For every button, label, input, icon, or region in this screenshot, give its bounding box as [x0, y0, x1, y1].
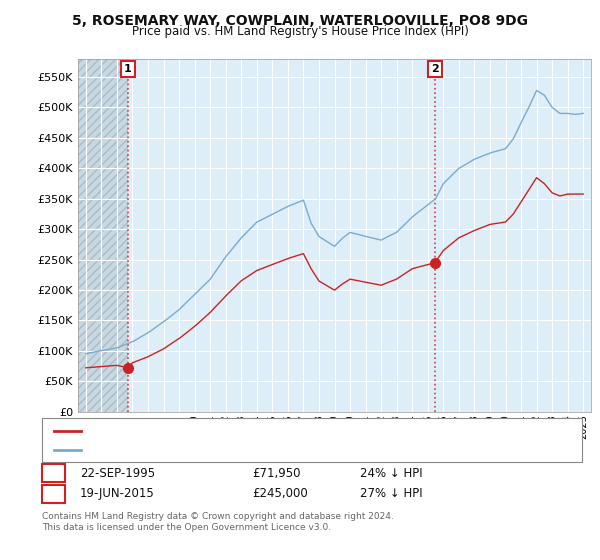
Text: 1: 1: [124, 64, 132, 74]
Text: £245,000: £245,000: [252, 487, 308, 501]
Text: 2: 2: [49, 487, 58, 501]
Text: 24% ↓ HPI: 24% ↓ HPI: [360, 466, 422, 480]
Text: 27% ↓ HPI: 27% ↓ HPI: [360, 487, 422, 501]
Text: 19-JUN-2015: 19-JUN-2015: [80, 487, 155, 501]
Text: 2: 2: [431, 64, 439, 74]
Text: Price paid vs. HM Land Registry's House Price Index (HPI): Price paid vs. HM Land Registry's House …: [131, 25, 469, 38]
Text: 5, ROSEMARY WAY, COWPLAIN, WATERLOOVILLE, PO8 9DG (detached house): 5, ROSEMARY WAY, COWPLAIN, WATERLOOVILLE…: [87, 426, 487, 436]
Bar: [78, 59, 128, 412]
Text: 22-SEP-1995: 22-SEP-1995: [80, 466, 155, 480]
Text: 1: 1: [49, 466, 58, 480]
Text: Contains HM Land Registry data © Crown copyright and database right 2024.
This d: Contains HM Land Registry data © Crown c…: [42, 512, 394, 532]
Text: 5, ROSEMARY WAY, COWPLAIN, WATERLOOVILLE, PO8 9DG: 5, ROSEMARY WAY, COWPLAIN, WATERLOOVILLE…: [72, 14, 528, 28]
Text: HPI: Average price, detached house, Havant: HPI: Average price, detached house, Hava…: [87, 445, 317, 455]
Text: £71,950: £71,950: [252, 466, 301, 480]
